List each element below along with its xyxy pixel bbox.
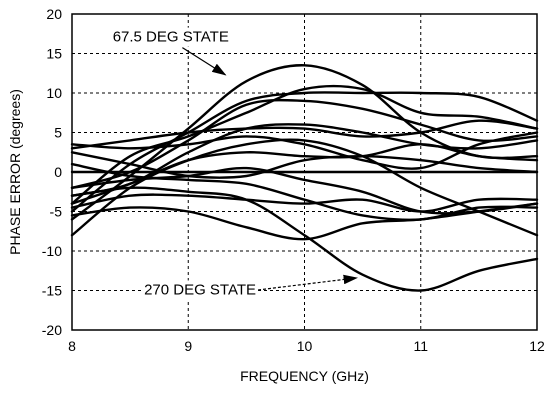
y-tick-label: -5 bbox=[50, 204, 63, 220]
y-tick-label: 20 bbox=[46, 6, 62, 22]
x-tick-label: 10 bbox=[297, 338, 313, 354]
annotation-background bbox=[142, 280, 259, 300]
x-tick-label: 8 bbox=[68, 338, 76, 354]
series-line-15 bbox=[70, 202, 539, 241]
series-line-4 bbox=[70, 91, 539, 213]
x-tick-label: 9 bbox=[184, 338, 192, 354]
y-tick-label: 10 bbox=[46, 85, 62, 101]
x-tick-label: 11 bbox=[413, 338, 428, 354]
y-tick-label: -10 bbox=[42, 243, 62, 259]
y-tick-label: 5 bbox=[54, 125, 62, 141]
y-tick-label: -20 bbox=[42, 322, 62, 338]
plot-frame bbox=[71, 13, 538, 331]
series-line-13 bbox=[70, 162, 539, 221]
annotations: 67.5 DEG STATE 270 DEG STATE bbox=[110, 27, 359, 300]
annotation-label-2: 270 DEG STATE bbox=[144, 281, 256, 298]
series-line-5 bbox=[70, 98, 539, 189]
series-line-3 bbox=[70, 84, 539, 205]
annotation-background bbox=[110, 27, 231, 47]
series-line-10 bbox=[70, 151, 539, 179]
y-tick-label: 15 bbox=[46, 46, 62, 62]
x-tick-label: 12 bbox=[529, 338, 545, 354]
ticks: 8 9 10 11 12 -20 -15 -10 -5 0 5 10 15 20 bbox=[42, 6, 545, 354]
y-tick-label: -15 bbox=[42, 283, 62, 299]
series-line-14 bbox=[70, 193, 539, 213]
y-axis-title: PHASE ERROR (degrees) bbox=[7, 89, 23, 255]
series-line-7 bbox=[70, 131, 539, 170]
annotation-label-1: 67.5 DEG STATE bbox=[113, 29, 229, 46]
annotation-arrow-1 bbox=[182, 47, 227, 76]
annotation-arrow-2 bbox=[257, 274, 359, 291]
series-line-16 bbox=[70, 186, 539, 292]
y-tick-label: 0 bbox=[54, 164, 62, 180]
x-axis-title: FREQUENCY (GHz) bbox=[240, 368, 369, 384]
series-group bbox=[70, 64, 539, 292]
series-line-8 bbox=[70, 119, 539, 150]
